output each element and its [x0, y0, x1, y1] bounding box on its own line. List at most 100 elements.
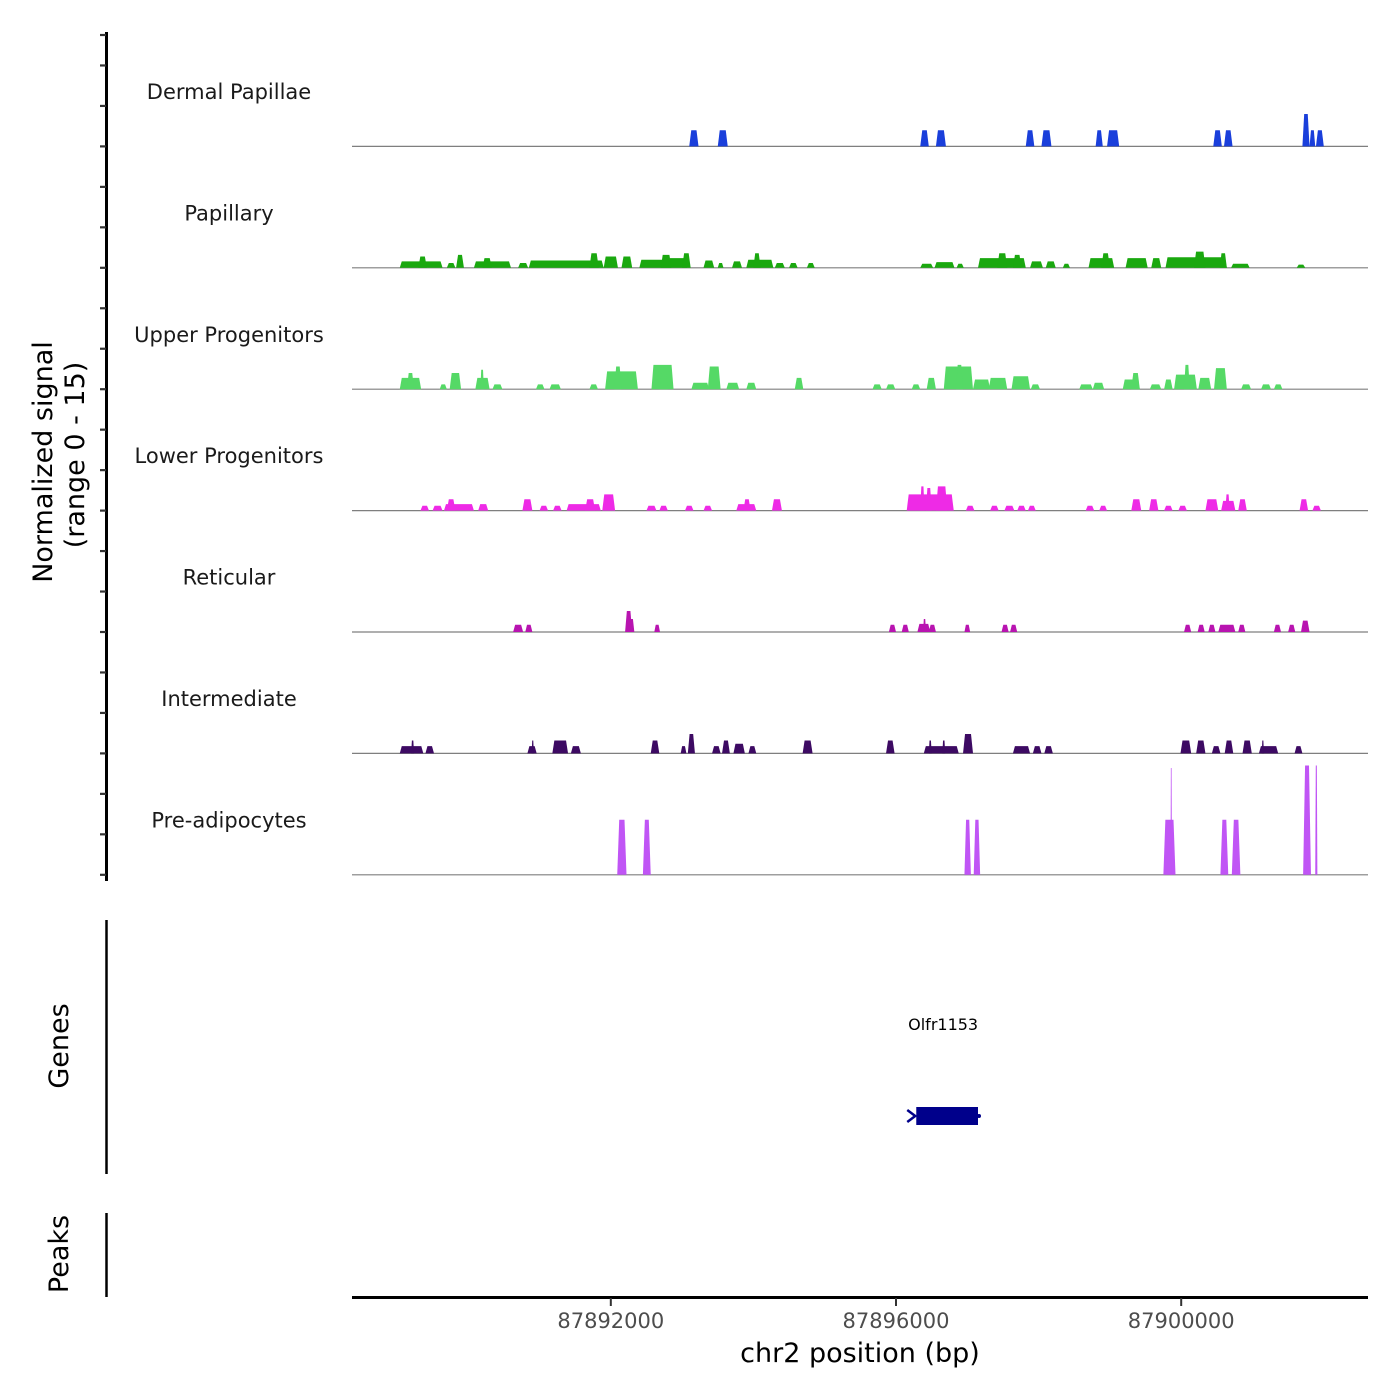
- signal-peak: [1045, 261, 1056, 268]
- signal-peak: [1241, 384, 1252, 390]
- signal-peak: [1099, 505, 1108, 511]
- signal-peak: [1017, 505, 1026, 511]
- signal-peak: [1027, 505, 1036, 511]
- signal-peak: [425, 746, 434, 754]
- signal-peak: [1231, 819, 1241, 875]
- signal-peak: [456, 254, 464, 268]
- signal-peak: [682, 253, 691, 268]
- signal-peak: [1092, 382, 1105, 390]
- signal-peak: [1184, 624, 1192, 632]
- x-tick-label: 87892000: [557, 1309, 664, 1333]
- signal-peak: [901, 624, 909, 632]
- signal-peak: [1197, 624, 1205, 632]
- signal-peak: [1273, 624, 1282, 632]
- track-label: Pre-adipocytes: [151, 808, 306, 832]
- signal-peak: [743, 499, 751, 511]
- signal-peak: [1219, 253, 1227, 268]
- signal-peak: [925, 487, 932, 511]
- track-papillary: [352, 251, 1368, 269]
- signal-peak: [1170, 767, 1172, 875]
- signal-peak: [1208, 624, 1216, 632]
- signal-peak: [707, 366, 721, 390]
- signal-peak: [920, 263, 934, 268]
- signal-peak: [1180, 740, 1192, 754]
- signal-peak: [1164, 505, 1173, 511]
- signal-peak: [997, 253, 1008, 268]
- signal-peak: [411, 740, 415, 754]
- signal-peak: [518, 262, 529, 268]
- signal-peak: [934, 262, 955, 268]
- signal-peak: [1107, 130, 1120, 147]
- signal-peak: [1224, 740, 1234, 754]
- signal-peak: [1101, 253, 1110, 268]
- signal-peak: [1131, 499, 1142, 511]
- signal-peak: [1231, 263, 1250, 268]
- x-axis-title: chr2 position (bp): [740, 1338, 980, 1369]
- y-axis-ticks: [100, 33, 106, 876]
- signal-peak: [789, 262, 798, 268]
- signal-peak: [552, 740, 569, 754]
- signal-peak: [1030, 261, 1043, 268]
- signal-peak: [659, 505, 668, 511]
- signal-peak: [935, 130, 946, 147]
- signal-peak: [570, 746, 581, 754]
- signal-peak: [1213, 368, 1227, 390]
- signal-peak: [955, 364, 964, 390]
- signal-peak: [935, 486, 948, 511]
- signal-peak: [794, 377, 804, 390]
- coverage-tracks: [352, 114, 1368, 876]
- y-axis-title-line2: (range 0 - 15): [60, 362, 91, 549]
- signal-peak: [1194, 251, 1206, 268]
- signal-peak: [566, 504, 601, 511]
- signal-peak: [589, 384, 598, 390]
- signal-peak: [605, 371, 638, 390]
- track-reticular: [352, 610, 1368, 633]
- track-dermal-papillae: [352, 114, 1368, 147]
- signal-peak: [478, 504, 489, 511]
- gene-olfr1153: Olfr1153: [906, 1015, 981, 1125]
- signal-peak: [589, 253, 599, 268]
- signal-peak: [1315, 130, 1324, 147]
- signal-peak: [642, 819, 651, 875]
- signal-peak: [621, 256, 633, 268]
- track-label: Reticular: [183, 566, 276, 590]
- gene-annotations: Olfr1153: [906, 1015, 981, 1125]
- signal-peak: [1163, 819, 1176, 875]
- signal-peak: [650, 740, 660, 754]
- signal-peak: [802, 740, 813, 754]
- signal-peak: [684, 505, 694, 511]
- signal-peak: [602, 494, 616, 511]
- genes-track-title: Genes: [44, 1003, 75, 1088]
- signal-peak: [603, 256, 618, 268]
- signal-peak: [703, 505, 713, 511]
- signal-peak: [1044, 746, 1053, 754]
- signal-peak: [1258, 746, 1279, 754]
- signal-peak: [617, 819, 627, 875]
- signal-peak: [549, 384, 561, 390]
- signal-peak: [1184, 364, 1190, 390]
- signal-peak: [1300, 620, 1310, 632]
- track-upper-progenitors: [352, 364, 1368, 390]
- signal-peak: [1041, 130, 1052, 147]
- signal-peak: [659, 373, 668, 390]
- track-pre-adipocytes: [352, 765, 1368, 876]
- signal-peak: [886, 384, 896, 390]
- signal-peak: [973, 819, 981, 875]
- signal-peak: [525, 624, 533, 632]
- signal-peak: [585, 499, 596, 511]
- signal-peak: [1012, 746, 1031, 754]
- signal-peak: [1010, 624, 1018, 632]
- signal-peak: [646, 505, 657, 511]
- signal-peak: [689, 130, 699, 147]
- signal-peak: [1299, 499, 1309, 511]
- signal-peak: [942, 740, 946, 754]
- track-label: Papillary: [184, 201, 273, 225]
- signal-peak: [888, 624, 897, 632]
- signal-peak: [1011, 376, 1031, 390]
- signal-peak: [1196, 740, 1206, 754]
- signal-peak: [1218, 624, 1236, 632]
- signal-peak: [539, 505, 549, 511]
- signal-peak: [1261, 740, 1264, 754]
- signal-peak: [717, 262, 724, 268]
